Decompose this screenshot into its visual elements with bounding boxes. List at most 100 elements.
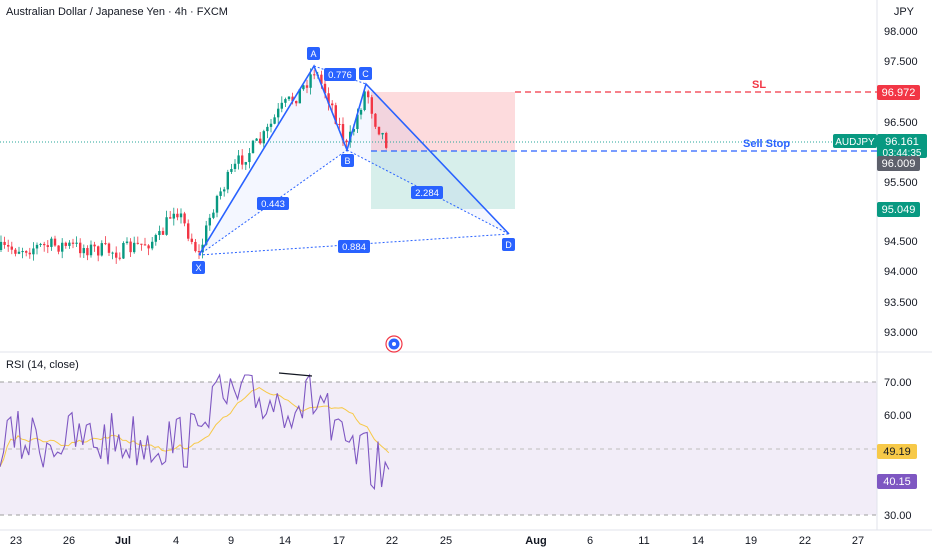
- candle-body: [104, 243, 107, 245]
- price-tick: 94.000: [884, 266, 918, 278]
- rsi-line[interactable]: [0, 373, 390, 491]
- pattern-fill-xab: [199, 66, 347, 255]
- ratio-xb[interactable]: 0.443: [257, 197, 289, 210]
- candle-body: [133, 242, 136, 253]
- bd-connector: [346, 149, 510, 235]
- svg-text:2.284: 2.284: [415, 188, 439, 199]
- ratio-xd[interactable]: 0.884: [338, 240, 370, 253]
- currency-label: JPY: [893, 6, 914, 18]
- candle-body: [75, 242, 78, 244]
- candle-body: [255, 138, 258, 141]
- candle-body: [93, 244, 96, 247]
- candle-body: [284, 99, 287, 103]
- time-tick: 9: [228, 535, 234, 547]
- candle-body: [244, 162, 247, 165]
- ratio-ac[interactable]: 0.776: [324, 68, 356, 81]
- symbol-badge[interactable]: AUDJPY: [833, 134, 877, 148]
- candle-body: [248, 153, 251, 163]
- candle-body: [212, 212, 215, 218]
- candle-body: [370, 97, 373, 114]
- pattern-fill-bcd: [347, 84, 509, 234]
- candle-body: [115, 252, 118, 258]
- candle-body: [147, 245, 150, 249]
- candle-body: [363, 91, 366, 110]
- price-tick: 93.000: [884, 327, 918, 339]
- point-d[interactable]: D: [502, 238, 515, 251]
- candle-body: [7, 244, 10, 247]
- svg-text:96.161: 96.161: [885, 136, 919, 148]
- tradingview-logo-icon[interactable]: [385, 335, 403, 353]
- candles: [0, 68, 388, 264]
- time-axis[interactable]: 23 26 Jul 4 9 14 17 22 25 Aug 6 11 14 19…: [10, 535, 864, 547]
- entry-price-badge: 96.009: [877, 156, 920, 171]
- time-tick: Aug: [525, 535, 546, 547]
- svg-text:AUDJPY: AUDJPY: [835, 137, 875, 148]
- time-tick: 6: [587, 535, 593, 547]
- sell-stop-label: Sell Stop: [743, 138, 790, 150]
- candle-body: [3, 241, 6, 245]
- rsi-tick: 30.00: [884, 510, 912, 522]
- candle-body: [230, 169, 233, 172]
- svg-text:96.972: 96.972: [882, 87, 916, 99]
- rsi-ma-badge: 49.19: [877, 444, 917, 459]
- svg-text:49.19: 49.19: [883, 446, 911, 458]
- rsi-value-badge: 40.15: [877, 474, 917, 489]
- price-tick: 93.500: [884, 297, 918, 309]
- rsi-axis[interactable]: 70.00 60.00 30.00: [884, 377, 912, 522]
- price-tick: 98.000: [884, 26, 918, 38]
- candle-body: [223, 189, 226, 192]
- candle-body: [381, 132, 384, 135]
- candle-body: [43, 243, 46, 246]
- xabcd-pattern-legs[interactable]: [198, 64, 510, 256]
- candle-body: [151, 241, 154, 249]
- candle-body: [140, 243, 143, 245]
- svg-text:95.049: 95.049: [882, 204, 916, 216]
- stop-loss-zone[interactable]: [371, 92, 515, 151]
- candle-body: [50, 238, 53, 247]
- candle-body: [273, 117, 276, 124]
- candle-body: [313, 74, 316, 76]
- candle-body: [71, 242, 75, 244]
- time-tick: 19: [745, 535, 757, 547]
- point-x[interactable]: X: [192, 261, 205, 274]
- candle-body: [334, 105, 337, 124]
- point-b[interactable]: B: [341, 154, 354, 167]
- svg-text:C: C: [362, 69, 369, 79]
- candle-body: [17, 251, 21, 254]
- rsi-divergence-line[interactable]: [278, 372, 313, 377]
- price-axis[interactable]: 98.000 97.500 96.500 95.500 94.500 94.00…: [884, 26, 918, 339]
- candle-body: [208, 217, 211, 226]
- point-c[interactable]: C: [359, 67, 372, 80]
- svg-text:B: B: [344, 156, 350, 166]
- candle-body: [197, 251, 201, 253]
- time-tick: 25: [440, 535, 452, 547]
- candle-body: [327, 93, 330, 104]
- svg-text:0.884: 0.884: [342, 242, 366, 253]
- sl-price-badge: 96.972: [877, 85, 920, 100]
- candle-body: [345, 140, 348, 143]
- candle-body: [251, 140, 255, 154]
- candle-body: [107, 243, 111, 253]
- time-tick: 17: [333, 535, 345, 547]
- candle-body: [302, 85, 305, 90]
- candle-body: [0, 241, 3, 250]
- symbol-title[interactable]: Australian Dollar / Japanese Yen · 4h · …: [6, 6, 228, 18]
- candle-body: [287, 96, 291, 100]
- candle-body: [262, 131, 265, 144]
- candle-body: [61, 242, 64, 252]
- candle-body: [291, 96, 294, 102]
- candle-body: [298, 89, 301, 104]
- candle-body: [165, 217, 168, 235]
- sl-label: SL: [752, 79, 766, 91]
- ratio-bd[interactable]: 2.284: [411, 186, 443, 199]
- candle-body: [89, 244, 93, 256]
- candle-body: [309, 74, 312, 88]
- svg-text:A: A: [310, 49, 316, 59]
- point-a[interactable]: A: [307, 47, 320, 60]
- rsi-title[interactable]: RSI (14, close): [6, 359, 79, 371]
- candle-body: [183, 213, 186, 224]
- candle-body: [305, 85, 309, 88]
- take-profit-zone[interactable]: [371, 151, 515, 209]
- time-tick: 26: [63, 535, 75, 547]
